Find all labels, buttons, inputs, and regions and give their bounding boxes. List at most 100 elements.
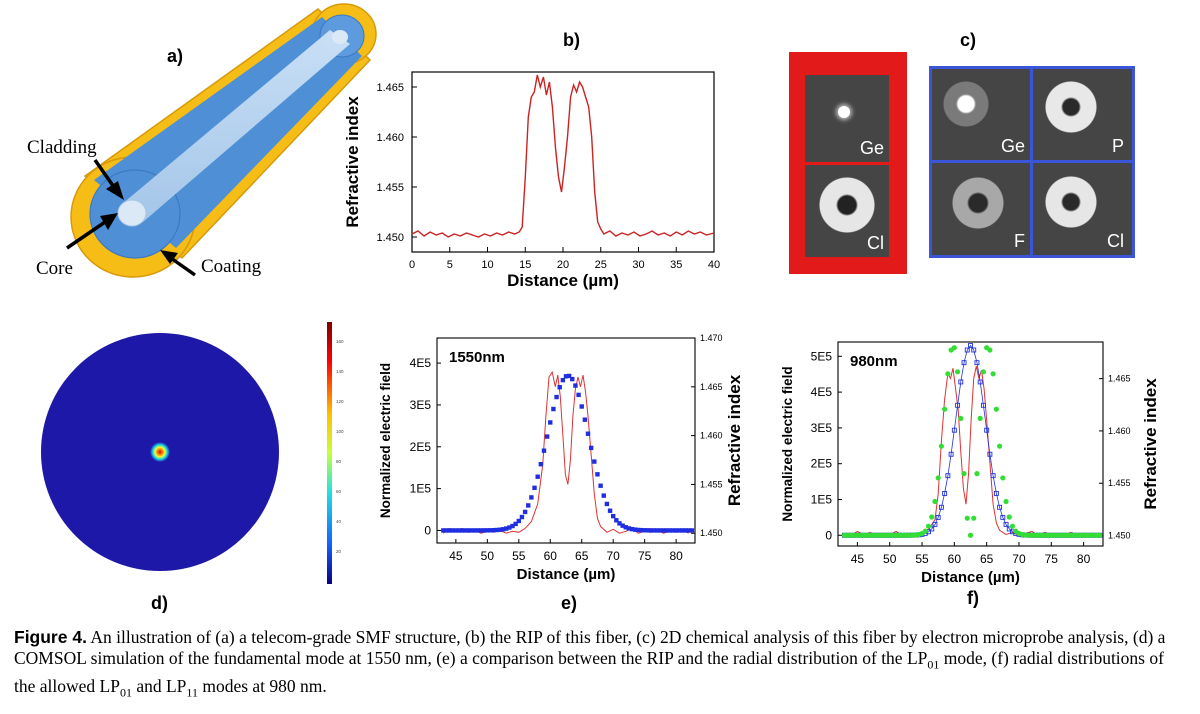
- red-frame: Ge Cl: [789, 52, 907, 274]
- colorbar: [327, 322, 332, 584]
- lp01-point: [532, 485, 537, 491]
- panel-letter-a: a): [167, 46, 184, 66]
- x-tick-label: 15: [519, 259, 531, 271]
- ge-spot: [838, 106, 850, 118]
- lp01-point: [494, 527, 499, 533]
- map-tile-ge-red: Ge: [805, 75, 889, 162]
- lp11-point: [971, 515, 977, 521]
- plot-frame: [411, 71, 715, 253]
- mode-series: [842, 343, 1103, 538]
- x-tick-label: 80: [1077, 552, 1091, 566]
- x-axis-label: Distance (µm): [517, 566, 616, 583]
- lp01-point: [463, 528, 468, 533]
- y2-tick-label: 1.450: [700, 528, 723, 538]
- y2-tick-label: 1.455: [1108, 478, 1131, 488]
- x-axis-label: Distance (µm): [507, 271, 619, 290]
- lp01-point: [488, 528, 493, 533]
- panel-letter-f: f): [967, 588, 979, 608]
- lp01-point: [444, 528, 449, 533]
- y2-tick-label: 1.455: [700, 479, 723, 489]
- map-tile-cl-red: Cl: [805, 165, 889, 257]
- lp01-point: [595, 472, 600, 477]
- lp01-point: [579, 404, 584, 409]
- annotation-arrows: [66, 158, 197, 277]
- caption-label: Figure 4.: [14, 627, 87, 647]
- x-tick-label: 45: [851, 552, 865, 566]
- lp11-point: [1003, 498, 1009, 505]
- panel-letter-e: e): [561, 593, 578, 613]
- x-tick-label: 55: [915, 552, 929, 566]
- map-tile-cl-blue: Cl: [1033, 163, 1132, 255]
- y-tick-label: 1E5: [410, 482, 432, 496]
- lp11-point: [961, 471, 967, 477]
- caption-sub-1: 01: [927, 657, 940, 672]
- x-tick-label: 75: [1045, 552, 1059, 566]
- lp01-point: [441, 528, 446, 533]
- core-layer: [117, 30, 350, 227]
- lp01-point: [588, 445, 594, 451]
- lp11-point: [1006, 514, 1012, 520]
- lp01-line: [844, 344, 1100, 536]
- panel-letter-b: b): [563, 30, 580, 50]
- caption-text-4: modes at 980 nm.: [197, 675, 327, 696]
- lp01-point: [554, 394, 559, 400]
- caption-sub-2: 01: [119, 685, 132, 699]
- lp01-point: [551, 406, 556, 412]
- lp01-point: [456, 528, 462, 533]
- x-tick-label: 70: [1012, 552, 1026, 566]
- lp11-point: [929, 514, 935, 520]
- lp01-point: [592, 459, 597, 464]
- x-tick-label: 70: [607, 549, 621, 563]
- lp01-point: [997, 504, 1003, 510]
- lp11-point: [945, 371, 951, 377]
- lp11-point: [951, 345, 957, 351]
- y2-tick-label: 1.460: [700, 431, 723, 441]
- lp01-point: [510, 523, 515, 529]
- mode-series: [841, 345, 1103, 538]
- lp01-point: [513, 521, 518, 527]
- y-tick-label: 4E5: [811, 385, 833, 399]
- y-axis-label: Refractive index: [343, 96, 362, 228]
- x-tick-label: 0: [409, 259, 415, 271]
- lp01-point: [610, 513, 616, 519]
- colorbar-ticks: 160 140 120 100 80 60 40 20: [336, 339, 344, 554]
- y-tick-label: 1.460: [376, 132, 404, 144]
- y-tick-label: 0: [424, 523, 431, 537]
- lp01-point: [935, 514, 941, 520]
- lp01-point: [507, 525, 512, 530]
- comsol-mode-plot: 160 140 120 100 80 60 40 20: [41, 322, 344, 584]
- lp01-point: [686, 528, 691, 533]
- fiber-illustration: [66, 3, 377, 278]
- x-tick-label: 25: [595, 259, 607, 271]
- lp11-point: [958, 415, 964, 421]
- x-tick-label: 80: [669, 549, 683, 563]
- lp01-point: [667, 528, 673, 533]
- colorbar-tick-label: 40: [336, 519, 342, 524]
- tile-label: F: [1014, 231, 1025, 251]
- lp01-point: [535, 474, 540, 479]
- y-tick-label: 3E5: [811, 421, 833, 435]
- x-tick-label: 65: [575, 549, 589, 563]
- lp01-point: [614, 518, 619, 523]
- x-tick-label: 35: [670, 259, 682, 271]
- lp01-point: [504, 526, 509, 531]
- lp01-point: [1000, 514, 1006, 520]
- lp01-point: [968, 343, 973, 349]
- x-tick-label: 20: [557, 259, 569, 271]
- lp11-point: [925, 523, 932, 529]
- x-tick-label: 50: [883, 552, 897, 566]
- lp01-lp11-980-chart: 45 50 55 60 65 70 75 80 0 1E5 2E5 3E5 4E5 5E5 1.450 1.4…: [780, 341, 1160, 586]
- wavelength-label: 1550nm: [449, 349, 505, 366]
- lp11-point: [938, 443, 945, 449]
- lp11-point: [935, 475, 941, 481]
- y-tick-label: 2E5: [410, 440, 432, 454]
- label-core: Core: [36, 258, 73, 279]
- lp01-point: [566, 373, 572, 379]
- y2-axis-label: Refractive index: [1141, 378, 1160, 510]
- lp11-point: [942, 406, 948, 412]
- lp01-point: [971, 347, 977, 353]
- x-tick-label: 65: [980, 552, 994, 566]
- lp01-point: [629, 526, 635, 532]
- lp01-point: [642, 528, 647, 533]
- colorbar-tick-label: 100: [336, 429, 344, 434]
